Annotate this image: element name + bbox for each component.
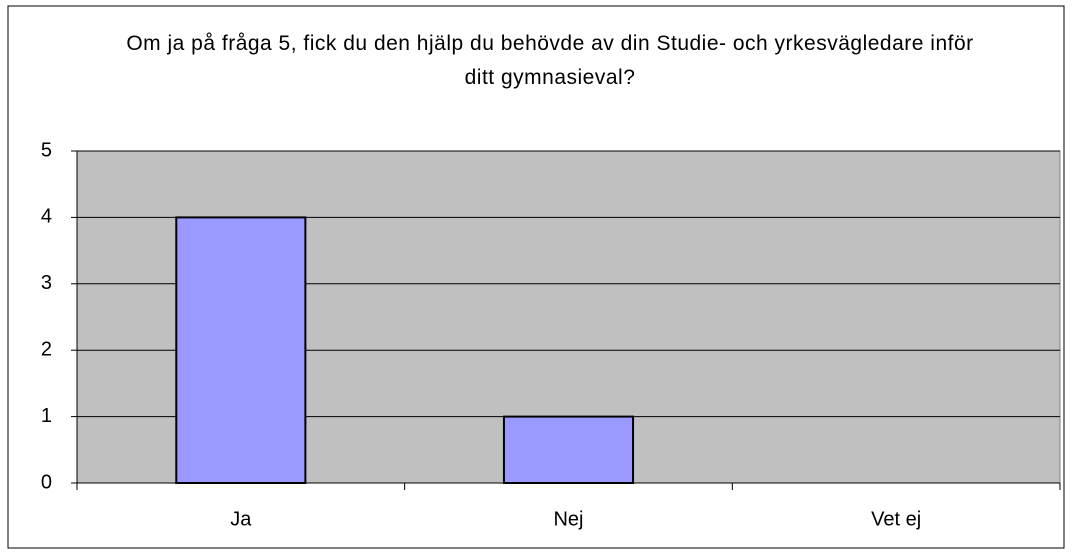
y-tick-label: 2 <box>41 338 52 360</box>
x-tick-label: Vet ej <box>871 508 921 530</box>
bar <box>175 216 307 484</box>
y-tick-label: 5 <box>41 139 52 161</box>
x-tick-label: Ja <box>230 508 252 530</box>
bar <box>502 415 635 485</box>
x-tick-label: Nej <box>553 508 583 530</box>
y-tick-label: 3 <box>41 272 52 294</box>
chart-title: Om ja på fråga 5, fick du den hjälp du b… <box>126 32 974 89</box>
y-tick-label: 0 <box>41 471 52 493</box>
y-tick-label: 1 <box>41 405 52 427</box>
y-tick-label: 4 <box>41 206 52 228</box>
